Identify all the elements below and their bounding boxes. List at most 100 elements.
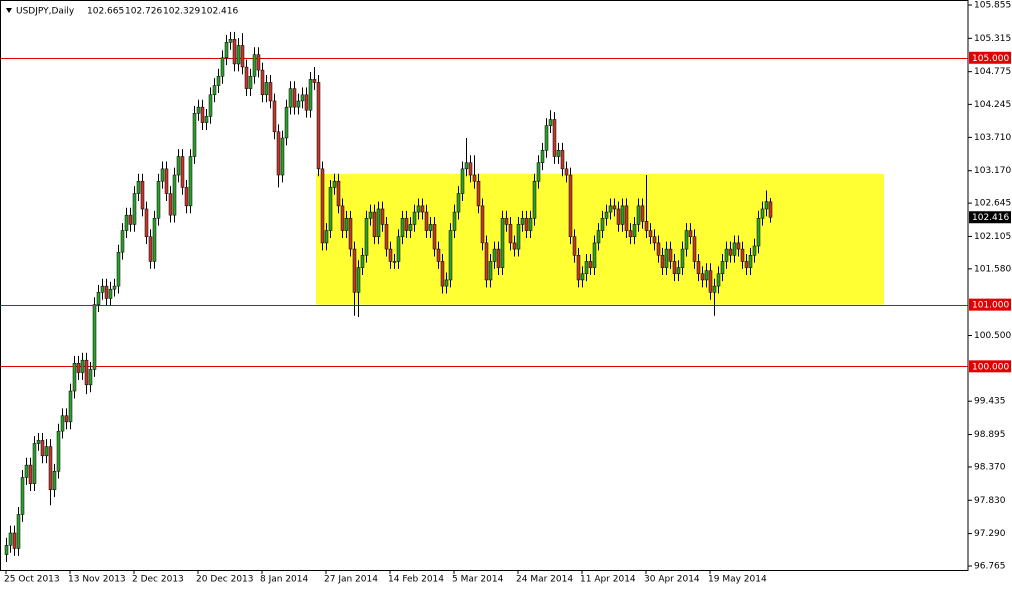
candle-body <box>328 187 333 231</box>
candle-body <box>252 54 257 77</box>
candle-body <box>44 446 49 457</box>
candle-body <box>424 211 429 231</box>
candle-body <box>24 464 29 478</box>
candle-body <box>400 217 405 237</box>
x-tick-label: 11 Apr 2014 <box>580 575 636 585</box>
candle-body <box>740 248 745 262</box>
candle-body <box>432 224 437 250</box>
candle-body <box>204 116 209 123</box>
price-label-box <box>969 211 1011 224</box>
candle-body <box>464 162 469 170</box>
candle-body <box>580 273 585 281</box>
y-tick-label: 105.855 <box>974 1 1011 11</box>
candle-body <box>504 217 509 225</box>
candle-body <box>96 292 101 305</box>
candle-body <box>352 248 357 293</box>
candle-body <box>552 119 557 157</box>
header-ohlc: 102.726 <box>125 7 162 17</box>
candle-body <box>668 248 673 262</box>
candle-body <box>336 180 341 207</box>
candle-body <box>624 205 629 231</box>
candle-body <box>264 82 269 96</box>
candle-body <box>148 236 153 262</box>
candle-body <box>320 168 325 244</box>
candle-body <box>736 242 741 250</box>
candle-body <box>196 106 201 114</box>
candle-body <box>584 261 589 275</box>
candle-body <box>680 248 685 268</box>
y-tick-label: 102.105 <box>974 232 1011 242</box>
candle-body <box>608 205 613 213</box>
candle-body <box>528 217 533 231</box>
candle-body <box>416 205 421 213</box>
candle-body <box>272 100 277 133</box>
candle-body <box>128 214 133 225</box>
candle-body <box>308 79 313 111</box>
candle-body <box>428 224 433 231</box>
candle-body <box>408 224 413 231</box>
candle-body <box>444 279 449 287</box>
candle-body <box>744 261 749 268</box>
candle-body <box>224 42 229 59</box>
candle-body <box>508 224 513 244</box>
candle-body <box>532 180 537 219</box>
candle-body <box>684 230 689 250</box>
candle-body <box>292 88 297 108</box>
candle-body <box>768 201 773 218</box>
candle-body <box>100 285 105 293</box>
candle-body <box>316 82 321 170</box>
candle-body <box>708 270 713 293</box>
candle-body <box>536 162 541 182</box>
candle-body <box>544 125 549 151</box>
candle-body <box>560 150 565 170</box>
y-tick-label: 104.775 <box>974 67 1011 77</box>
candle-body <box>628 230 633 237</box>
candle-body <box>288 88 293 108</box>
candle-body <box>756 217 761 247</box>
plot-frame <box>0 0 969 571</box>
candle-body <box>392 261 397 263</box>
candle-body <box>136 180 141 194</box>
candle-body <box>260 69 265 96</box>
header-ohlc: 102.416 <box>201 7 238 17</box>
candle-body <box>460 168 465 194</box>
header-ohlc: 102.329 <box>163 7 200 17</box>
candle-body <box>220 57 225 77</box>
candle-body <box>760 208 765 219</box>
candle-body <box>348 217 353 250</box>
level-label-box <box>969 360 1011 373</box>
candle-body <box>512 242 517 250</box>
candle-body <box>104 285 109 299</box>
candle-body <box>184 187 189 207</box>
level-label: 101.000 <box>972 301 1009 311</box>
x-tick-label: 20 Dec 2013 <box>196 575 254 585</box>
header-ohlc: 102.665 <box>87 7 124 17</box>
candle-body <box>8 532 13 546</box>
y-tick-label: 105.315 <box>974 34 1011 44</box>
candle-body <box>688 230 693 237</box>
y-tick-label: 96.765 <box>974 562 1006 572</box>
candle-body <box>84 359 89 386</box>
candle-body <box>488 261 493 281</box>
candle-body <box>156 180 161 219</box>
candle-body <box>56 430 61 472</box>
candle-body <box>164 168 169 194</box>
candle-body <box>172 174 177 216</box>
y-tick-label: 103.170 <box>974 166 1011 176</box>
candle-body <box>656 242 661 256</box>
candle-body <box>152 217 157 262</box>
candle-body <box>28 464 33 484</box>
candle-body <box>300 94 305 102</box>
candle-body <box>604 211 609 219</box>
candle-body <box>540 150 545 163</box>
candle-body <box>692 236 697 262</box>
candle-body <box>304 94 309 111</box>
y-tick-label: 97.830 <box>974 496 1006 506</box>
candle-body <box>212 85 217 96</box>
candle-body <box>452 211 457 231</box>
candle-body <box>268 82 273 102</box>
candle-body <box>660 255 665 268</box>
candle-body <box>248 76 253 89</box>
candle-body <box>484 242 489 281</box>
